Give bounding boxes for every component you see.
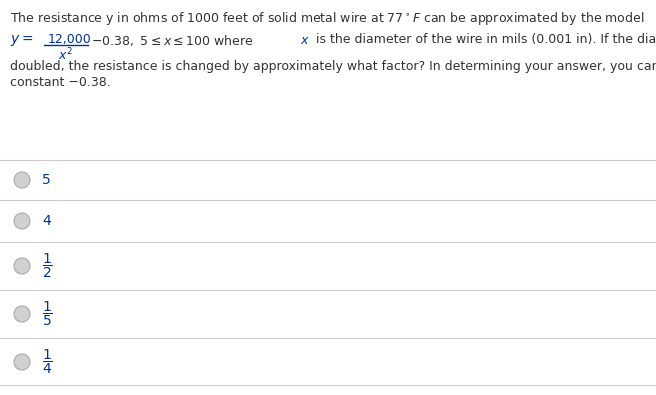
- Text: $\dfrac{1}{5}$: $\dfrac{1}{5}$: [42, 300, 53, 328]
- Ellipse shape: [14, 172, 30, 188]
- Text: $x$: $x$: [300, 34, 310, 47]
- Text: The resistance y in ohms of 1000 feet of solid metal wire at $77^\circ F$ can be: The resistance y in ohms of 1000 feet of…: [10, 10, 644, 27]
- Text: is the diameter of the wire in mils (0.001 in). If the diameter of the wire is: is the diameter of the wire in mils (0.0…: [312, 34, 656, 47]
- Text: $\dfrac{1}{2}$: $\dfrac{1}{2}$: [42, 252, 53, 280]
- Text: $y=$: $y=$: [10, 32, 33, 47]
- Text: $x^2$: $x^2$: [58, 47, 73, 64]
- Text: constant −0.38.: constant −0.38.: [10, 76, 111, 89]
- Ellipse shape: [14, 354, 30, 370]
- Text: doubled, the resistance is changed by approximately what factor? In determining : doubled, the resistance is changed by ap…: [10, 60, 656, 73]
- Text: 12,000: 12,000: [48, 33, 92, 46]
- Text: 4: 4: [42, 214, 51, 228]
- Text: $\dfrac{1}{4}$: $\dfrac{1}{4}$: [42, 348, 53, 376]
- Ellipse shape: [14, 213, 30, 229]
- Text: 5: 5: [42, 173, 51, 187]
- Text: $-0.38,\ 5\leq x\leq 100$ where: $-0.38,\ 5\leq x\leq 100$ where: [91, 32, 255, 47]
- Ellipse shape: [14, 258, 30, 274]
- Ellipse shape: [14, 306, 30, 322]
